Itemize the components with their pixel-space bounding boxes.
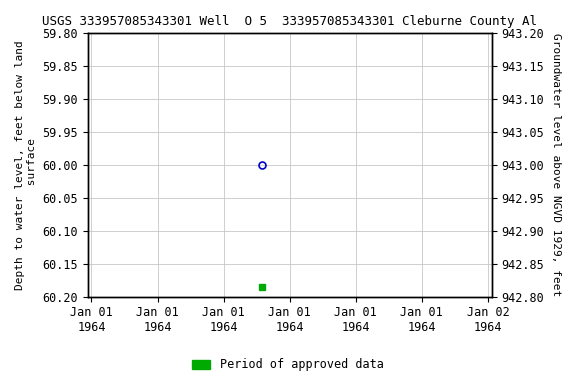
Y-axis label: Depth to water level, feet below land
 surface: Depth to water level, feet below land su… — [15, 40, 37, 290]
Y-axis label: Groundwater level above NGVD 1929, feet: Groundwater level above NGVD 1929, feet — [551, 33, 561, 297]
Title: USGS 333957085343301 Well  O 5  333957085343301 Cleburne County Al: USGS 333957085343301 Well O 5 3339570853… — [42, 15, 537, 28]
Legend: Period of approved data: Period of approved data — [188, 354, 388, 376]
